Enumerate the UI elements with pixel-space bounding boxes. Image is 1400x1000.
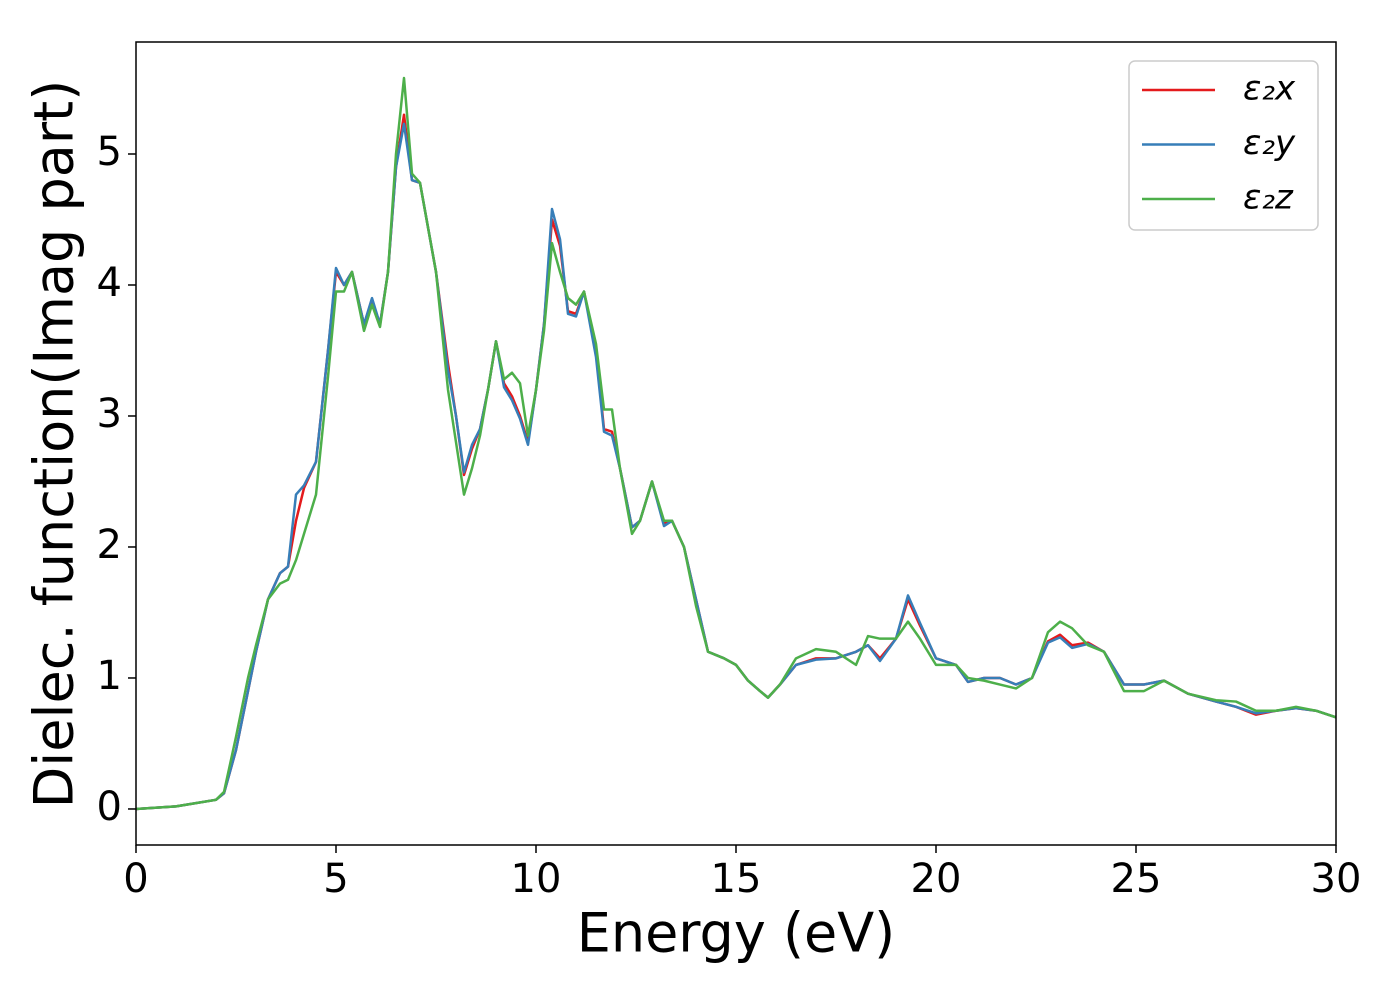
y-tick-label: 5 xyxy=(97,129,122,175)
x-tick-label: 25 xyxy=(1111,856,1162,902)
x-tick-label: 5 xyxy=(323,856,348,902)
x-tick-label: 20 xyxy=(911,856,962,902)
y-tick-label: 4 xyxy=(97,260,122,306)
legend-label: ε₂x xyxy=(1243,69,1296,109)
plot-frame xyxy=(135,41,1337,846)
y-tick-label: 0 xyxy=(97,784,122,830)
y-tick-label: 1 xyxy=(97,653,122,699)
x-tick-label: 30 xyxy=(1311,856,1362,902)
y-tick-label: 3 xyxy=(97,391,122,437)
series-line xyxy=(135,76,1337,811)
x-tick-label: 15 xyxy=(711,856,762,902)
x-tick-label: 10 xyxy=(511,856,562,902)
y-tick-label: 2 xyxy=(97,522,122,568)
x-tick-label: 0 xyxy=(123,856,148,902)
y-axis-label: Dielec. function(Imag part) xyxy=(23,80,86,809)
legend-label: ε₂z xyxy=(1243,178,1294,218)
legend-box xyxy=(1128,60,1319,231)
legend-label: ε₂y xyxy=(1243,123,1296,163)
x-axis-label: Energy (eV) xyxy=(577,902,896,965)
